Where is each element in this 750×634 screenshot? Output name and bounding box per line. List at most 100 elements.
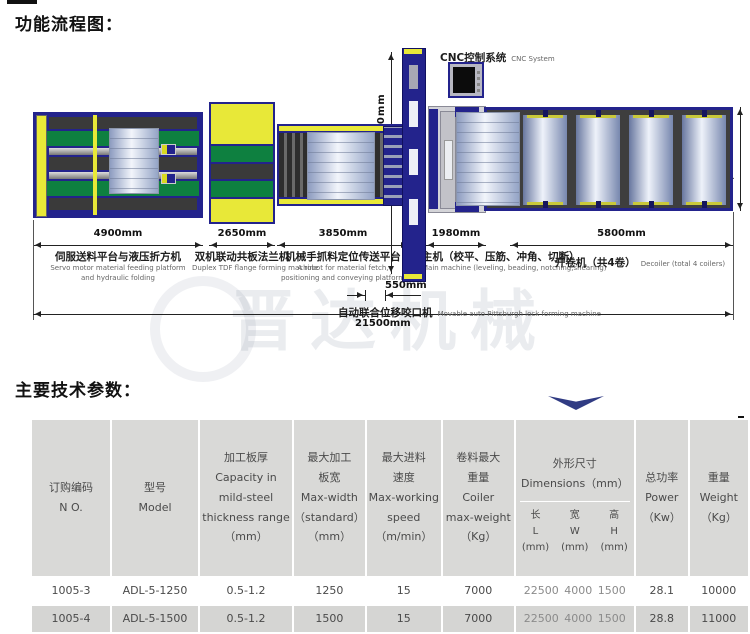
cnc-label-en: CNC System [511, 55, 554, 63]
lock-former-tower [402, 48, 426, 282]
table-row: 1005-4 ADL-5-1500 0.5-1.2 1500 15 7000 2… [32, 606, 748, 632]
cell-power: 28.8 [636, 606, 688, 632]
cell-coil-weight: 7000 [443, 578, 514, 604]
cell-width: 1500 [294, 606, 365, 632]
machine-band [211, 104, 273, 144]
bolt [702, 110, 707, 117]
machine-band [211, 146, 273, 162]
machine-panel [440, 111, 456, 209]
machine-band [49, 198, 197, 210]
coil-barrel [682, 115, 726, 205]
cnc-screen [453, 67, 475, 93]
header-no: 订购编码 N O. [32, 420, 110, 576]
machine-band [211, 181, 273, 197]
dim-line-550-right [385, 295, 421, 296]
machine-label-feeding: 伺服送料平台与液压折方机 Servo motor material feedin… [33, 250, 203, 283]
dim-tick [385, 290, 386, 301]
chevron-mark [548, 396, 604, 410]
label-en: and hydraulic folding [33, 274, 203, 283]
cell-power: 28.1 [636, 578, 688, 604]
cell-dimensions: 22500 4000 1500 [516, 578, 634, 604]
cell-dim-l: 22500 [524, 584, 559, 597]
cell-weight: 10000 [690, 578, 748, 604]
bolt [596, 201, 601, 208]
machine-column [429, 109, 438, 209]
dim-1980: 1980mm [426, 228, 486, 239]
dim-line-550-left [347, 295, 365, 296]
transfer-platform [277, 124, 409, 206]
dim-5800: 5800mm [510, 228, 733, 239]
flange-forming-machine [209, 102, 275, 224]
tower-slot [409, 65, 418, 89]
cell-dim-l: 22500 [524, 612, 559, 625]
tower-cap-bottom [404, 274, 422, 279]
header-model: 型号 Model [112, 420, 198, 576]
header-width: 最大加工 板宽 Max-width （standard） （mm） [294, 420, 365, 576]
bolt [649, 201, 654, 208]
dim-tick [365, 290, 366, 301]
dim-line-4900 [33, 245, 203, 246]
coil-barrel [523, 115, 567, 205]
tower-slot [409, 101, 418, 127]
cell-dimensions: 22500 4000 1500 [516, 606, 634, 632]
header-weight: 重量 Weight （Kg） [690, 420, 748, 576]
cell-weight: 11000 [690, 606, 748, 632]
cell-speed: 15 [367, 578, 441, 604]
header-coil-weight: 卷料最大 重量 Coiler max-weight （Kg） [443, 420, 514, 576]
cell-coil-weight: 7000 [443, 606, 514, 632]
label-en: Movable auto Pittsburgh lock forming mac… [438, 310, 601, 318]
sheet-coil [307, 132, 375, 200]
sheet-coil-wide [456, 112, 520, 206]
cnc-control-box [448, 62, 484, 98]
label-zh: 机械手抓料定位传送平台 [277, 250, 409, 264]
dim-line-1980 [426, 245, 486, 246]
dim-line-3850 [277, 245, 409, 246]
spec-table: 订购编码 N O. 型号 Model 加工板厚 Capacity in mild… [30, 418, 750, 634]
cell-dim-w: 4000 [564, 584, 592, 597]
cell-model: ADL-5-1500 [112, 606, 198, 632]
cell-width: 1250 [294, 578, 365, 604]
dim-tick [733, 212, 734, 320]
bolt [596, 110, 601, 117]
header-power: 总功率 Power （Kw） [636, 420, 688, 576]
label-en: Servo motor material feeding platform [33, 264, 203, 273]
carriage [161, 144, 176, 155]
machine-yellow-post [93, 115, 97, 215]
bolt [543, 201, 548, 208]
tower-slot [409, 199, 418, 225]
label-en: Decoiler (total 4 coilers) [641, 260, 725, 268]
coil-barrel [629, 115, 673, 205]
dim-line-height [740, 107, 741, 211]
cell-no: 1005-4 [32, 606, 110, 632]
dim-3850: 3850mm [277, 228, 409, 239]
header-dim-w: 宽 W (mm) [555, 504, 594, 556]
cell-no: 1005-3 [32, 578, 110, 604]
dim-2650: 2650mm [204, 228, 280, 239]
cell-thickness: 0.5-1.2 [200, 606, 292, 632]
cell-speed: 15 [367, 606, 441, 632]
parameters-title: 主要技术参数： [15, 376, 141, 401]
label-zh: 伺服送料平台与液压折方机 [33, 250, 203, 264]
header-dimensions-title: 外形尺寸 Dimensions（mm） [516, 440, 634, 494]
machine-label-transfer: 机械手抓料定位传送平台 A robot for material fetch, … [277, 250, 409, 283]
machine-band [211, 199, 273, 222]
bolt [702, 201, 707, 208]
machine-band [211, 164, 273, 179]
cnc-keys [477, 68, 480, 92]
dim-line-5800 [510, 245, 733, 246]
bolt [543, 110, 548, 117]
header-dimensions: 外形尺寸 Dimensions（mm） 长 L (mm) 宽 W (mm) 高 … [516, 420, 634, 576]
dim-line-2650 [209, 245, 275, 246]
decoiler [484, 107, 733, 211]
tower-cap-top [404, 49, 422, 54]
table-row: 1005-3 ADL-5-1250 0.5-1.2 1250 15 7000 2… [32, 578, 748, 604]
coil-barrel [576, 115, 620, 205]
label-en: A robot for material fetch, [277, 264, 409, 273]
feeding-platform-machine [33, 112, 203, 218]
header-speed: 最大进料 速度 Max-working speed （m/min） [367, 420, 441, 576]
table-header-row: 订购编码 N O. 型号 Model 加工板厚 Capacity in mild… [32, 420, 748, 576]
cell-thickness: 0.5-1.2 [200, 578, 292, 604]
flow-diagram: 晋达机械 3700mm [0, 0, 750, 370]
machine-label-decoiler: 开卷机（共4卷） Decoiler (total 4 coilers) [540, 250, 740, 272]
machine-yellow-rail [36, 115, 47, 217]
